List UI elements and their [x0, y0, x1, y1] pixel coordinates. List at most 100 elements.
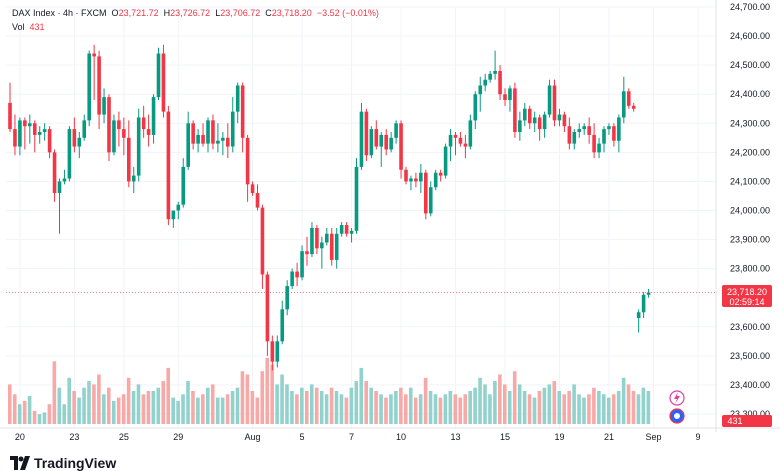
volume-bar: [408, 387, 413, 424]
volume-bar: [166, 367, 170, 424]
time-axis[interactable]: 20 23 25 29 Aug 5 7 10 13 15 19 21 Sep 9: [0, 427, 780, 442]
volume-bar: [453, 394, 458, 424]
volume-bar: [37, 414, 42, 424]
candle-body: [503, 94, 507, 101]
time-tick-label: 21: [604, 432, 614, 442]
volume-bar: [493, 381, 497, 424]
volume-bar: [636, 394, 641, 424]
candle-body: [607, 126, 611, 130]
volume-bar: [334, 391, 339, 424]
volume-bar: [151, 391, 156, 424]
symbol-label[interactable]: DAX Index · 4h · FXCM: [12, 8, 107, 18]
volume-bar: [191, 391, 195, 424]
candle-body: [542, 114, 547, 130]
candle-body: [468, 120, 473, 147]
volume-bar: [42, 412, 47, 424]
candle-body: [112, 120, 116, 153]
price-tick-label: 23,500.00: [730, 351, 770, 361]
volume-bar: [290, 391, 294, 424]
volume-bar: [413, 397, 418, 424]
candle-body: [359, 111, 364, 167]
volume-bar: [17, 404, 22, 424]
candle-body: [532, 117, 537, 124]
candle-body: [77, 137, 82, 147]
volume-bar: [354, 381, 359, 424]
price-tick-label: 23,300.00: [730, 409, 770, 419]
candle-body: [226, 137, 230, 147]
candle-body: [428, 187, 433, 214]
change-value: −3.52 (−0.01%): [316, 8, 379, 18]
candle-body: [513, 88, 517, 133]
candle-body: [404, 169, 408, 182]
volume-bar: [116, 397, 121, 424]
low-value: 23,706.72: [220, 8, 261, 18]
volume-bar: [309, 384, 314, 424]
volume-label: Vol: [12, 22, 25, 32]
candle-body: [270, 341, 275, 362]
candle-body: [488, 73, 492, 80]
price-badge-bg: [722, 285, 772, 307]
volume-bar: [616, 391, 621, 424]
volume-bar: [131, 391, 136, 424]
candle-body: [72, 129, 77, 147]
volume-bar: [567, 391, 571, 424]
volume-bar: [507, 391, 512, 424]
volume-bar: [602, 394, 606, 424]
volume-bar: [47, 404, 52, 424]
candle-body: [186, 123, 190, 167]
time-tick-label: 29: [173, 432, 183, 442]
price-tick-label: 24,600.00: [730, 31, 770, 41]
volume-bar: [374, 391, 378, 424]
tradingview-logo[interactable]: TradingView: [10, 455, 116, 471]
candle-body: [201, 134, 205, 144]
candle-body: [349, 230, 354, 234]
price-axis[interactable]: 24,700.00 24,600.00 24,500.00 24,400.00 24,3…: [715, 0, 770, 432]
candle-body: [438, 172, 443, 176]
candle-body: [245, 137, 250, 185]
lightning-icon[interactable]: [669, 390, 685, 406]
volume-bar: [196, 397, 200, 424]
volume-bar: [488, 394, 492, 424]
candle-body: [285, 286, 289, 310]
economic-event-icon[interactable]: [669, 408, 685, 424]
volume-bar: [344, 397, 349, 424]
candle-body: [196, 134, 200, 144]
volume-bar: [8, 384, 12, 424]
volume-bars: [8, 358, 651, 424]
candle-body: [597, 143, 601, 153]
candle-body: [295, 271, 299, 278]
candle-body: [47, 129, 52, 153]
candle-body: [176, 204, 181, 211]
time-tick-label: 20: [15, 432, 25, 442]
volume-bar: [319, 391, 324, 424]
volume-bar: [547, 384, 552, 424]
candle-body: [626, 91, 631, 106]
candle-body: [300, 251, 304, 278]
volume-bar: [186, 381, 190, 424]
volume-bar: [473, 387, 477, 424]
grid-lines: [6, 6, 716, 428]
candle-body: [424, 172, 428, 214]
time-tick-label: 23: [69, 432, 79, 442]
volume-bar: [349, 387, 354, 424]
volume-bar: [280, 374, 284, 424]
volume-bar: [136, 384, 141, 424]
volume-bar: [646, 391, 651, 424]
candle-body: [518, 120, 522, 133]
volume-bar: [72, 391, 76, 424]
volume-bar: [522, 391, 527, 424]
high-value: 23,726.72: [170, 8, 211, 18]
candle-body: [463, 143, 468, 147]
candle-body: [374, 129, 379, 147]
candle-body: [305, 251, 309, 255]
volume-bar: [562, 394, 566, 424]
price-tick-label: 24,400.00: [730, 89, 770, 99]
candle-body: [97, 56, 101, 115]
candle-body: [567, 126, 572, 144]
volume-bar: [631, 391, 636, 424]
volume-bar: [250, 391, 255, 424]
candle-body: [28, 123, 32, 127]
volume-bar: [399, 387, 403, 424]
volume-bar: [369, 387, 373, 424]
